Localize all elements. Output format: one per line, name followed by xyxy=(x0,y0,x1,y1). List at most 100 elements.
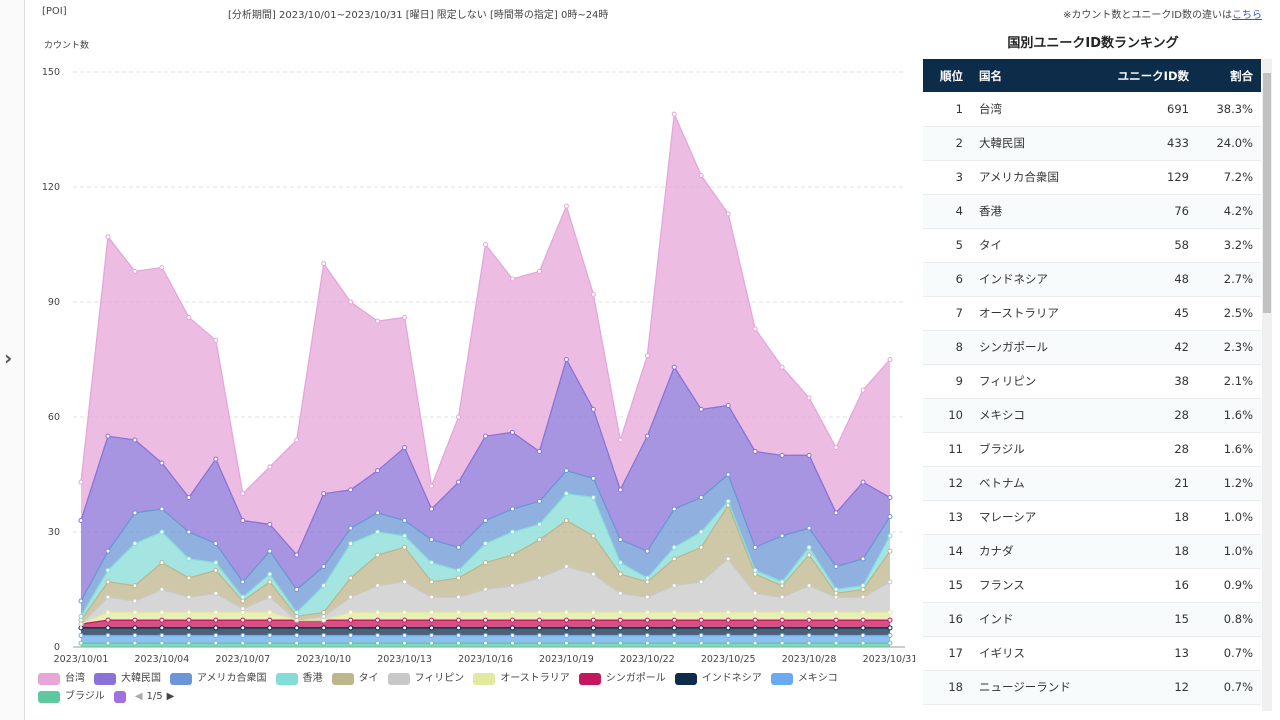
data-point xyxy=(267,571,273,577)
table-row[interactable]: 9 フィリピン 38 2.1% xyxy=(923,364,1261,399)
table-row[interactable]: 17 イギリス 13 0.7% xyxy=(923,636,1261,671)
legend-item[interactable]: タイ xyxy=(331,672,379,686)
data-point xyxy=(671,544,677,550)
table-scrollbar[interactable] xyxy=(1262,59,1272,711)
data-point xyxy=(563,610,569,615)
data-point xyxy=(806,617,812,623)
data-point xyxy=(186,625,192,631)
table-row[interactable]: 5 タイ 58 3.2% xyxy=(923,228,1261,263)
legend-item[interactable]: メキシコ xyxy=(770,672,838,686)
cell-unique-ids: 48 xyxy=(1097,262,1197,297)
table-row[interactable]: 11 ブラジル 28 1.6% xyxy=(923,432,1261,467)
note-text: ※カウント数とユニークID数の違いは xyxy=(1062,10,1232,21)
legend-item[interactable]: 大韓民国 xyxy=(94,672,161,686)
x-tick-label: 2023/10/25 xyxy=(701,654,756,665)
chevron-right-icon[interactable]: › xyxy=(4,346,13,370)
data-point xyxy=(186,633,192,638)
data-point xyxy=(671,556,677,562)
data-point xyxy=(779,533,785,539)
col-country[interactable]: 国名 xyxy=(971,59,1097,92)
cell-country: シンガポール xyxy=(971,330,1097,365)
data-point xyxy=(860,583,866,589)
legend-prev-icon[interactable]: ◀ xyxy=(134,691,143,702)
table-row[interactable]: 2 大韓民国 433 24.0% xyxy=(923,126,1261,161)
data-point xyxy=(105,617,111,623)
table-row[interactable]: 16 インド 15 0.8% xyxy=(923,602,1261,637)
cell-country: ニュージーランド xyxy=(971,670,1097,705)
data-point xyxy=(671,625,677,631)
data-point xyxy=(78,613,84,619)
data-point xyxy=(240,617,246,623)
data-point xyxy=(132,598,138,604)
data-point xyxy=(698,610,704,615)
legend-item[interactable]: オーストラリア xyxy=(473,672,570,686)
data-point xyxy=(483,433,488,439)
table-row[interactable]: 18 ニュージーランド 12 0.7% xyxy=(923,670,1261,705)
data-point xyxy=(159,587,165,592)
legend-item[interactable]: インドネシア xyxy=(674,672,762,686)
sidebar-collapsed: › xyxy=(0,0,25,720)
x-tick-label: 2023/10/28 xyxy=(782,654,837,665)
table-row[interactable]: 3 アメリカ合衆国 129 7.2% xyxy=(923,160,1261,195)
data-point xyxy=(375,510,381,516)
data-point xyxy=(752,610,758,615)
data-point xyxy=(644,353,650,359)
table-row[interactable]: 4 香港 76 4.2% xyxy=(923,194,1261,229)
legend-item[interactable]: シンガポール xyxy=(578,672,666,686)
cell-country: インド xyxy=(971,602,1097,637)
legend-item[interactable]: アメリカ合衆国 xyxy=(170,672,267,686)
legend-swatch xyxy=(38,673,60,685)
data-point xyxy=(698,544,704,550)
legend-item[interactable]: ブラジル xyxy=(38,690,105,704)
data-point xyxy=(590,571,596,577)
table-row[interactable]: 1 台湾 691 38.3% xyxy=(923,92,1261,127)
table-row[interactable]: 13 マレーシア 18 1.0% xyxy=(923,500,1261,535)
data-point xyxy=(806,640,812,646)
cell-rank: 14 xyxy=(923,534,971,569)
data-point xyxy=(321,633,327,638)
table-row[interactable]: 12 ベトナム 21 1.2% xyxy=(923,466,1261,501)
table-row[interactable]: 6 インドネシア 48 2.7% xyxy=(923,262,1261,297)
data-point xyxy=(725,211,731,217)
legend-item[interactable]: 台湾 xyxy=(38,672,85,686)
data-point xyxy=(698,579,704,585)
legend-next-icon[interactable]: ▶ xyxy=(166,691,175,702)
cell-rank: 3 xyxy=(923,160,971,195)
data-point xyxy=(132,640,138,646)
data-point xyxy=(159,610,165,615)
legend-item[interactable]: 香港 xyxy=(275,672,323,686)
col-unique-ids[interactable]: ユニークID数 xyxy=(1097,59,1197,92)
data-point xyxy=(833,445,839,451)
data-point xyxy=(186,529,192,535)
data-point xyxy=(105,548,111,554)
table-row[interactable]: 7 オーストラリア 45 2.5% xyxy=(923,296,1261,331)
cell-unique-ids: 15 xyxy=(1097,602,1197,637)
legend-label: シンガポール xyxy=(605,673,666,684)
cell-rank: 10 xyxy=(923,398,971,433)
col-ratio[interactable]: 割合 xyxy=(1197,59,1261,92)
data-point xyxy=(105,594,111,600)
legend-item[interactable]: フィリピン xyxy=(387,672,464,686)
table-row[interactable]: 8 シンガポール 42 2.3% xyxy=(923,330,1261,365)
note-link[interactable]: こちら xyxy=(1232,10,1262,21)
table-row[interactable]: 15 フランス 16 0.9% xyxy=(923,568,1261,603)
data-point xyxy=(725,610,731,615)
col-rank[interactable]: 順位 xyxy=(923,59,971,92)
data-point xyxy=(402,533,408,539)
table-row[interactable]: 14 カナダ 18 1.0% xyxy=(923,534,1261,569)
data-point xyxy=(105,433,111,439)
data-point xyxy=(213,633,219,638)
data-point xyxy=(240,640,246,646)
data-point xyxy=(78,640,84,646)
data-point xyxy=(402,544,408,550)
data-point xyxy=(536,521,542,527)
data-point xyxy=(563,625,569,631)
data-point xyxy=(590,406,596,412)
data-point xyxy=(509,276,515,282)
area-メキシコ xyxy=(81,635,890,644)
data-point xyxy=(294,587,300,592)
data-point xyxy=(321,491,327,497)
legend-swatch[interactable] xyxy=(113,691,126,703)
scrollbar-thumb[interactable] xyxy=(1263,73,1271,313)
table-row[interactable]: 10 メキシコ 28 1.6% xyxy=(923,398,1261,433)
